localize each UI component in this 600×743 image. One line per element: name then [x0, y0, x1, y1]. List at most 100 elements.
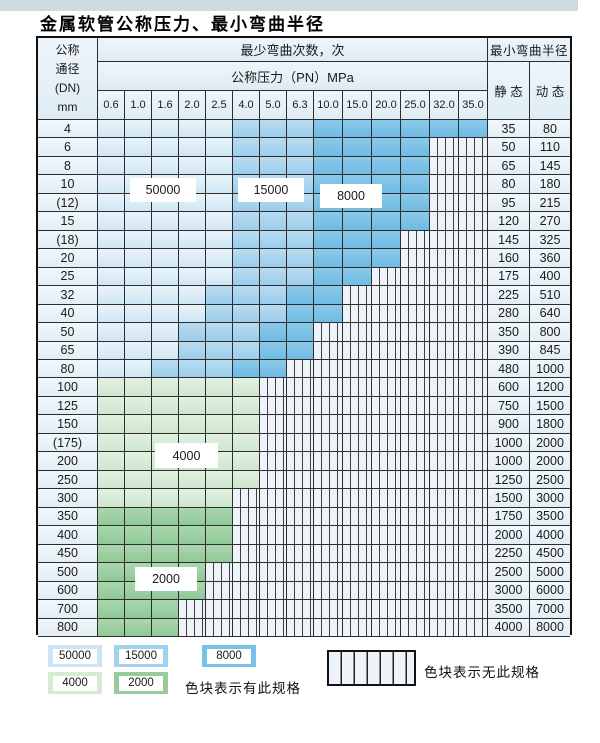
- cell-no-spec: [430, 600, 459, 619]
- static-radius-cell: 145: [488, 230, 530, 250]
- cell-50000: [125, 138, 152, 157]
- cell-no-spec: [372, 526, 401, 545]
- cell-no-spec: [233, 563, 260, 582]
- cell-15000: [206, 341, 233, 361]
- cell-no-spec: [401, 341, 430, 361]
- cell-no-spec: [260, 600, 287, 619]
- cell-no-spec: [430, 470, 459, 490]
- cell-no-spec: [233, 526, 260, 545]
- cell-no-spec: [459, 452, 488, 471]
- static-column-header: 静 态: [488, 62, 530, 120]
- cell-50000: [125, 156, 152, 176]
- cell-no-spec: [430, 304, 459, 324]
- nominal-pressure-header: 公称压力（PN）MPa: [98, 62, 488, 91]
- dynamic-radius-cell: 400: [530, 267, 570, 287]
- cell-no-spec: [314, 526, 343, 545]
- cell-no-spec: [287, 544, 314, 564]
- cell-no-spec: [314, 581, 343, 601]
- cell-50000: [152, 230, 179, 250]
- dn-cell: 50: [38, 323, 98, 342]
- cell-8000: [372, 249, 401, 268]
- cell-50000: [152, 212, 179, 231]
- cell-50000: [98, 120, 125, 139]
- cell-50000: [98, 304, 125, 324]
- static-radius-cell: 750: [488, 396, 530, 416]
- cell-no-spec: [314, 433, 343, 453]
- cell-4000: [179, 470, 206, 490]
- dn-cell: 500: [38, 563, 98, 582]
- cell-15000: [206, 286, 233, 305]
- cell-50000: [179, 212, 206, 231]
- cell-no-spec: [459, 470, 488, 490]
- pressure-value-header: 5.0: [260, 91, 287, 120]
- dn-cell: 250: [38, 470, 98, 490]
- cell-no-spec: [343, 600, 372, 619]
- cell-15000: [287, 230, 314, 250]
- dynamic-radius-cell: 640: [530, 304, 570, 324]
- cell-2000: [179, 544, 206, 564]
- static-radius-cell: 2250: [488, 544, 530, 564]
- cell-4000: [98, 396, 125, 416]
- band-label-50000: 50000: [130, 178, 196, 202]
- cell-50000: [98, 193, 125, 213]
- cell-no-spec: [430, 563, 459, 582]
- dn-cell: 200: [38, 452, 98, 471]
- dn-header-line: (DN): [54, 80, 81, 95]
- cell-no-spec: [260, 433, 287, 453]
- cell-no-spec: [372, 507, 401, 527]
- cell-50000: [125, 304, 152, 324]
- static-radius-cell: 390: [488, 341, 530, 361]
- cell-50000: [206, 156, 233, 176]
- cell-2000: [98, 507, 125, 527]
- dn-cell: 600: [38, 581, 98, 601]
- cell-no-spec: [459, 156, 488, 176]
- cell-4000: [233, 378, 260, 397]
- cell-no-spec: [459, 581, 488, 601]
- dn-header-line: 通径: [55, 61, 80, 76]
- cell-no-spec: [430, 323, 459, 342]
- pressure-value-header: 25.0: [401, 91, 430, 120]
- legend-no-spec-text: 色块表示无此规格: [424, 665, 540, 680]
- cell-4000: [206, 470, 233, 490]
- cell-no-spec: [314, 507, 343, 527]
- cell-no-spec: [179, 618, 206, 637]
- cell-15000: [260, 304, 287, 324]
- cell-4000: [152, 415, 179, 434]
- legend-swatch-4000: 4000: [48, 672, 102, 694]
- cell-no-spec: [314, 396, 343, 416]
- cell-no-spec: [430, 138, 459, 157]
- dn-cell: 8: [38, 156, 98, 176]
- dn-cell: (175): [38, 433, 98, 453]
- cell-8000: [314, 286, 343, 305]
- cell-2000: [152, 618, 179, 637]
- cell-no-spec: [459, 212, 488, 231]
- static-radius-cell: 1750: [488, 507, 530, 527]
- cell-no-spec: [401, 600, 430, 619]
- cell-no-spec: [287, 433, 314, 453]
- cell-8000: [314, 230, 343, 250]
- cell-15000: [260, 249, 287, 268]
- cell-50000: [125, 212, 152, 231]
- cell-15000: [260, 138, 287, 157]
- cell-4000: [125, 378, 152, 397]
- table-header: 公称 通径 (DN) mm 最少弯曲次数，次 最小弯曲半径 公称压力（PN）MPa 静…: [38, 38, 570, 120]
- dn-cell: 80: [38, 360, 98, 379]
- cell-2000: [152, 544, 179, 564]
- cell-no-spec: [459, 249, 488, 268]
- cell-no-spec: [430, 581, 459, 601]
- cell-no-spec: [459, 526, 488, 545]
- cell-no-spec: [233, 618, 260, 637]
- cell-no-spec: [459, 360, 488, 379]
- cell-no-spec: [459, 544, 488, 564]
- cell-4000: [125, 415, 152, 434]
- static-radius-cell: 160: [488, 249, 530, 268]
- cell-50000: [125, 230, 152, 250]
- cell-no-spec: [287, 618, 314, 637]
- dynamic-radius-cell: 1200: [530, 378, 570, 397]
- cell-no-spec: [314, 341, 343, 361]
- cell-no-spec: [372, 452, 401, 471]
- cell-no-spec: [260, 452, 287, 471]
- cell-no-spec: [314, 323, 343, 342]
- pressure-value-header: 1.0: [125, 91, 152, 120]
- dn-cell: 300: [38, 489, 98, 508]
